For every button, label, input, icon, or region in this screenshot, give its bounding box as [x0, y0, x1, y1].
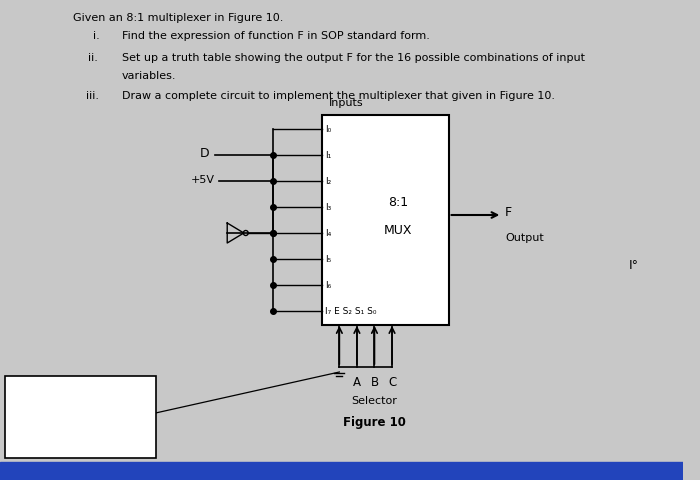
- Text: I₁: I₁: [325, 151, 331, 160]
- Text: I₅: I₅: [325, 255, 331, 264]
- Text: +5V: +5V: [190, 175, 214, 185]
- Bar: [5, 376, 156, 458]
- Bar: [322, 116, 449, 325]
- Text: variables.: variables.: [122, 71, 176, 81]
- Text: iii.: iii.: [86, 91, 99, 101]
- Text: i.: i.: [92, 31, 99, 41]
- Text: Given an 8:1 multiplexer in Figure 10.: Given an 8:1 multiplexer in Figure 10.: [73, 13, 284, 23]
- Text: I₄: I₄: [325, 229, 331, 238]
- Text: I₆: I₆: [325, 281, 331, 290]
- Text: F: F: [505, 206, 512, 219]
- Text: MUX: MUX: [384, 224, 412, 237]
- Text: C: C: [388, 375, 396, 388]
- Text: I°: I°: [629, 259, 639, 272]
- Text: This mean that the Mux: This mean that the Mux: [13, 386, 137, 396]
- Text: Inputs: Inputs: [329, 98, 363, 108]
- Text: Draw a complete circuit to implement the multiplexer that given in Figure 10.: Draw a complete circuit to implement the…: [122, 91, 555, 101]
- Text: A: A: [353, 375, 361, 388]
- Text: I₃: I₃: [325, 203, 331, 212]
- Text: Figure 10: Figure 10: [343, 415, 406, 428]
- Text: I₇ E S₂ S₁ S₀: I₇ E S₂ S₁ S₀: [325, 307, 376, 316]
- Text: Selector: Selector: [351, 395, 398, 405]
- Text: is Enabled and is on: is Enabled and is on: [13, 418, 118, 428]
- Text: D: D: [200, 147, 209, 160]
- Text: ii.: ii.: [88, 53, 97, 63]
- Text: I₂: I₂: [325, 177, 331, 186]
- Bar: [0, 462, 682, 480]
- Text: Set up a truth table showing the output F for the 16 possible combinations of in: Set up a truth table showing the output …: [122, 53, 585, 63]
- Text: Find the expression of function F in SOP standard form.: Find the expression of function F in SOP…: [122, 31, 430, 41]
- Text: B: B: [370, 375, 379, 388]
- Text: I₀: I₀: [325, 125, 331, 134]
- Text: 8:1: 8:1: [388, 196, 408, 209]
- Text: Output: Output: [505, 232, 544, 242]
